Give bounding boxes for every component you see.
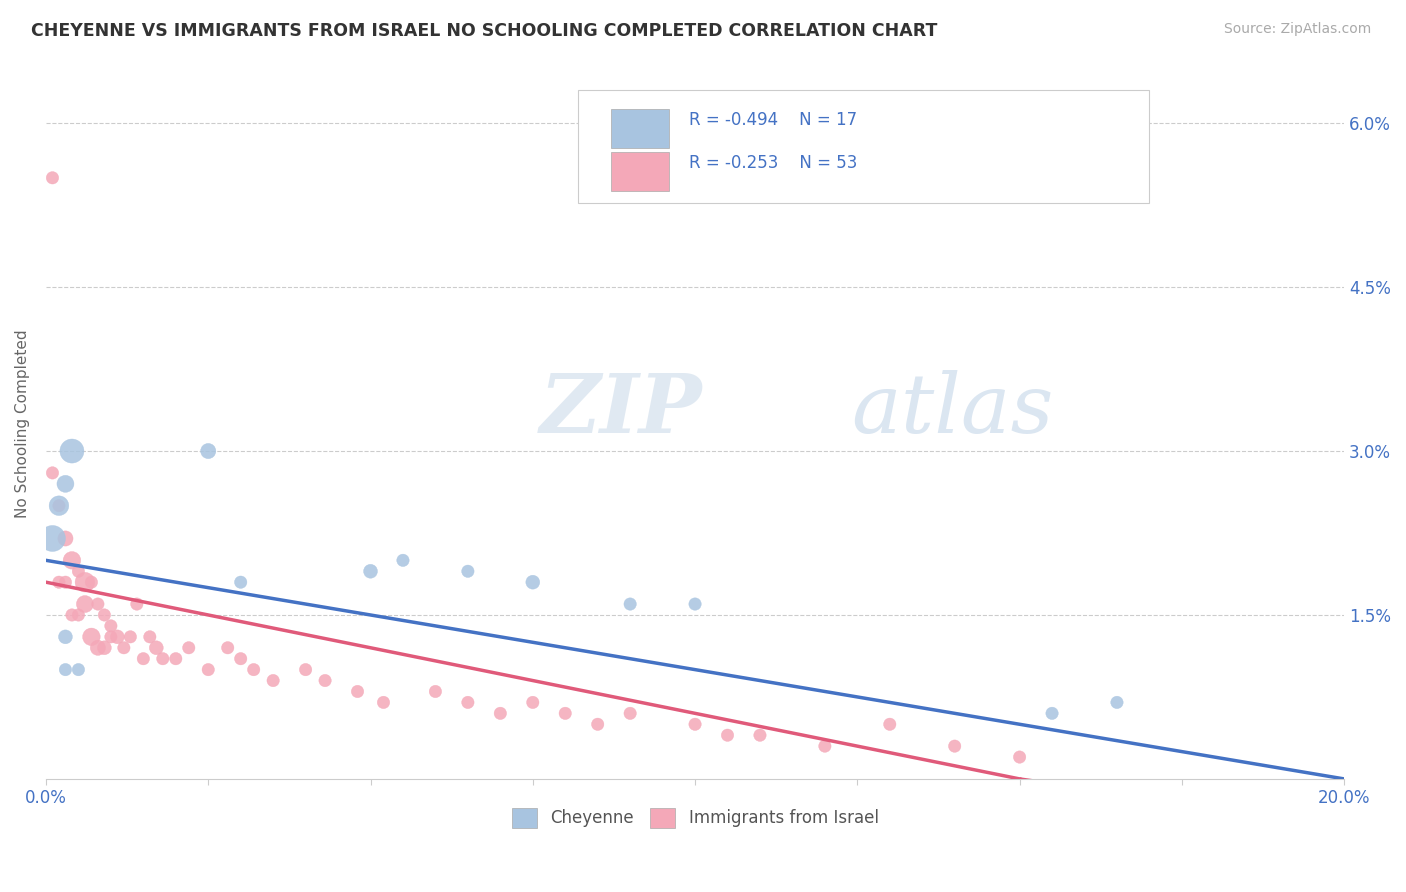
Legend: Cheyenne, Immigrants from Israel: Cheyenne, Immigrants from Israel xyxy=(505,801,886,835)
Point xyxy=(152,651,174,665)
Point xyxy=(346,684,368,698)
Point xyxy=(100,630,122,644)
Point xyxy=(67,607,90,622)
Point xyxy=(262,673,284,688)
Point xyxy=(60,607,83,622)
Point xyxy=(93,607,115,622)
Point xyxy=(360,564,382,578)
Point xyxy=(522,575,544,590)
Point xyxy=(67,564,90,578)
FancyBboxPatch shape xyxy=(578,90,1150,203)
Point xyxy=(619,597,641,611)
Point xyxy=(48,499,70,513)
Point xyxy=(489,706,512,721)
Point xyxy=(55,476,77,491)
Point xyxy=(314,673,336,688)
Point xyxy=(48,499,70,513)
Point xyxy=(943,739,966,753)
Point xyxy=(125,597,148,611)
Point xyxy=(87,597,110,611)
Point xyxy=(814,739,837,753)
Point xyxy=(105,630,128,644)
Text: ZIP: ZIP xyxy=(540,369,702,450)
Point xyxy=(93,640,115,655)
Text: atlas: atlas xyxy=(851,369,1053,450)
Point xyxy=(1008,750,1031,764)
Point xyxy=(55,575,77,590)
Point xyxy=(87,640,110,655)
Point xyxy=(80,575,103,590)
Point xyxy=(132,651,155,665)
Text: Source: ZipAtlas.com: Source: ZipAtlas.com xyxy=(1223,22,1371,37)
Point xyxy=(879,717,901,731)
Point xyxy=(41,170,63,185)
Point xyxy=(73,597,96,611)
Point xyxy=(294,663,316,677)
Point xyxy=(392,553,415,567)
Point xyxy=(177,640,200,655)
Point xyxy=(229,651,252,665)
Point xyxy=(217,640,239,655)
Point xyxy=(55,630,77,644)
Point xyxy=(425,684,447,698)
Point xyxy=(73,575,96,590)
Point xyxy=(373,695,395,709)
FancyBboxPatch shape xyxy=(610,152,669,191)
Text: R = -0.494    N = 17: R = -0.494 N = 17 xyxy=(689,112,856,129)
Point xyxy=(120,630,142,644)
Point xyxy=(457,695,479,709)
Point xyxy=(41,532,63,546)
Point xyxy=(1040,706,1063,721)
Point xyxy=(197,663,219,677)
Point xyxy=(145,640,167,655)
Point xyxy=(80,630,103,644)
Point xyxy=(60,553,83,567)
Point xyxy=(55,532,77,546)
Point xyxy=(716,728,738,742)
FancyBboxPatch shape xyxy=(610,109,669,148)
Point xyxy=(112,640,135,655)
Point xyxy=(197,444,219,458)
Point xyxy=(229,575,252,590)
Point xyxy=(139,630,162,644)
Point xyxy=(554,706,576,721)
Point xyxy=(683,717,706,731)
Point xyxy=(457,564,479,578)
Point xyxy=(242,663,264,677)
Point xyxy=(100,619,122,633)
Point xyxy=(48,575,70,590)
Point xyxy=(619,706,641,721)
Point xyxy=(67,663,90,677)
Point xyxy=(586,717,609,731)
Point xyxy=(41,466,63,480)
Point xyxy=(522,695,544,709)
Point xyxy=(165,651,187,665)
Point xyxy=(55,663,77,677)
Point xyxy=(749,728,772,742)
Text: R = -0.253    N = 53: R = -0.253 N = 53 xyxy=(689,154,856,172)
Point xyxy=(60,444,83,458)
Y-axis label: No Schooling Completed: No Schooling Completed xyxy=(15,329,30,518)
Text: CHEYENNE VS IMMIGRANTS FROM ISRAEL NO SCHOOLING COMPLETED CORRELATION CHART: CHEYENNE VS IMMIGRANTS FROM ISRAEL NO SC… xyxy=(31,22,938,40)
Point xyxy=(683,597,706,611)
Point xyxy=(1105,695,1128,709)
